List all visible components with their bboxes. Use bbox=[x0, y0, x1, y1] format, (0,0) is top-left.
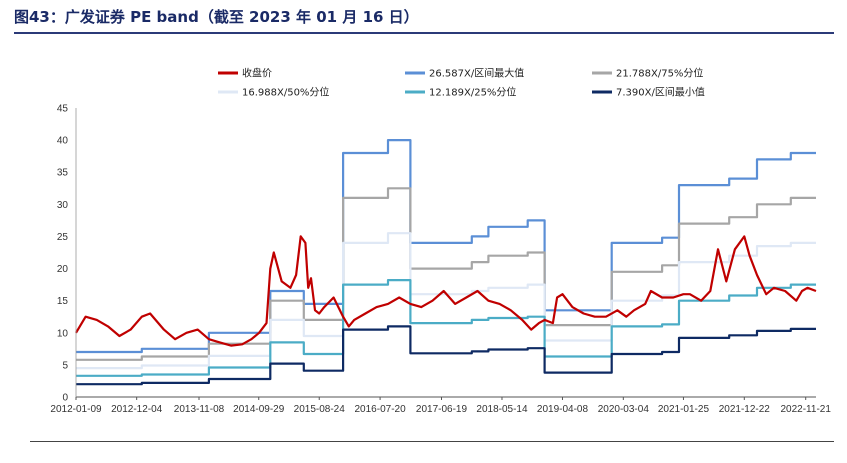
y-tick-label: 35 bbox=[57, 168, 69, 179]
page-title: 图43：广发证券 PE band（截至 2023 年 01 月 16 日） bbox=[14, 8, 419, 26]
x-tick-label: 2018-05-14 bbox=[476, 404, 528, 415]
y-tick-label: 30 bbox=[57, 200, 69, 211]
y-tick-label: 0 bbox=[62, 393, 68, 404]
legend-label: 21.788X/75%分位 bbox=[616, 67, 703, 80]
y-tick-label: 5 bbox=[62, 360, 68, 371]
y-tick-label: 45 bbox=[57, 104, 69, 115]
x-tick-label: 2016-07-20 bbox=[355, 404, 407, 415]
x-tick-label: 2021-01-25 bbox=[658, 404, 710, 415]
x-tick-label: 2012-12-04 bbox=[111, 404, 163, 415]
price-line bbox=[75, 235, 817, 347]
band-lines bbox=[76, 139, 816, 386]
x-tick-label: 2017-06-19 bbox=[416, 404, 468, 415]
y-tick-label: 40 bbox=[57, 136, 69, 147]
y-tick-label: 15 bbox=[57, 296, 69, 307]
price-line-group bbox=[75, 235, 817, 347]
legend-label: 收盘价 bbox=[242, 67, 272, 80]
band-line-4 bbox=[76, 279, 816, 377]
band-line-2 bbox=[76, 187, 816, 361]
legend: 收盘价 26.587X/区间最大值 21.788X/75%分位 16.988X/50%… bbox=[218, 67, 705, 99]
x-tick-label: 2013-11-08 bbox=[174, 404, 225, 415]
legend-label: 16.988X/50%分位 bbox=[242, 86, 329, 99]
x-tick-label: 2019-04-08 bbox=[537, 404, 589, 415]
legend-label: 12.189X/25%分位 bbox=[429, 86, 516, 99]
x-tick-label: 2015-08-24 bbox=[294, 404, 346, 415]
y-tick-label: 10 bbox=[57, 328, 69, 339]
x-tick-label: 2021-12-22 bbox=[719, 404, 771, 415]
band-line-5 bbox=[76, 325, 816, 386]
x-tick-label: 2014-09-29 bbox=[233, 404, 285, 415]
bottom-divider bbox=[30, 441, 834, 442]
x-tick-label: 2022-11-21 bbox=[780, 404, 831, 415]
axes: 0 5 10 15 20 25 30 35 40 45 2012-01-09 2012-12-04 20… bbox=[50, 104, 831, 416]
x-tick-label: 2020-03-04 bbox=[598, 404, 650, 415]
band-line-3 bbox=[76, 232, 816, 370]
x-tick-label: 2012-01-09 bbox=[50, 404, 102, 415]
legend-label: 26.587X/区间最大值 bbox=[429, 67, 524, 80]
y-tick-label: 25 bbox=[57, 232, 69, 243]
legend-label: 7.390X/区间最小值 bbox=[616, 86, 705, 99]
y-tick-label: 20 bbox=[57, 264, 69, 275]
title-divider bbox=[14, 32, 834, 34]
band-line-1 bbox=[76, 139, 816, 354]
